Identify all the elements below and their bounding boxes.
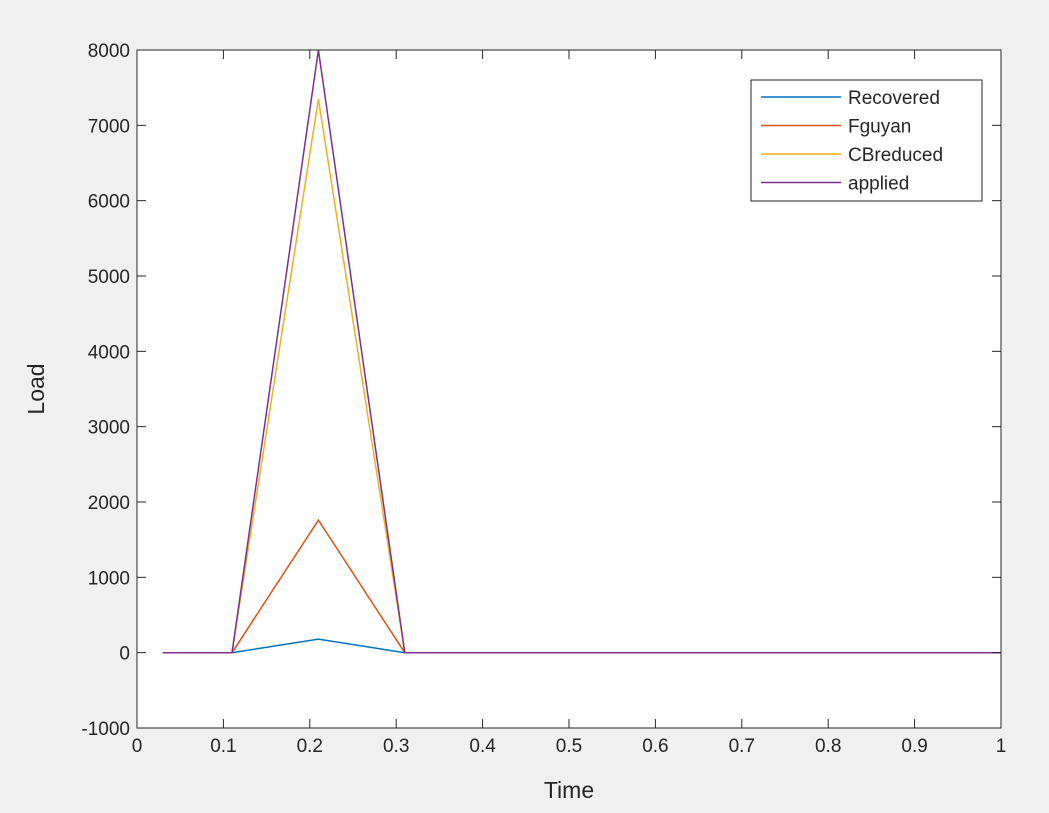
x-tick-label: 0.4 (469, 736, 496, 757)
x-tick-label: 0.9 (901, 736, 927, 757)
y-tick-label: 8000 (88, 41, 130, 62)
x-axis: 0 0.1 0.2 0.3 0.4 0.5 0.6 0.7 0.8 0.9 1 (132, 50, 1007, 757)
legend-label-applied: applied (848, 174, 909, 195)
y-tick-label: 6000 (88, 192, 130, 213)
legend[interactable]: Recovered Fguyan CBreduced applied (750, 79, 983, 202)
y-tick-label: 1000 (88, 568, 130, 589)
y-tick-label: 4000 (88, 342, 130, 363)
legend-label-cbreduced: CBreduced (848, 145, 943, 166)
y-tick-label: 3000 (88, 418, 130, 439)
y-tick-label: -1000 (81, 719, 130, 740)
y-tick-label: 2000 (88, 493, 130, 514)
x-tick-label: 0.6 (642, 736, 668, 757)
legend-label-recovered: Recovered (848, 88, 940, 109)
x-tick-label: 0.7 (729, 736, 755, 757)
x-tick-label: 0 (132, 736, 143, 757)
x-tick-label: 0.5 (556, 736, 582, 757)
x-tick-label: 0.1 (210, 736, 236, 757)
legend-box (750, 79, 983, 202)
y-axis-label: Load (23, 363, 49, 414)
legend-label-fguyan: Fguyan (848, 117, 911, 138)
x-tick-label: 0.2 (297, 736, 323, 757)
y-tick-label: 7000 (88, 116, 130, 137)
y-tick-label: 5000 (88, 267, 130, 288)
x-tick-label: 0.3 (383, 736, 409, 757)
x-tick-label: 1 (996, 736, 1007, 757)
x-axis-label: Time (544, 777, 594, 803)
y-tick-label: 0 (119, 644, 130, 665)
y-axis: -1000 0 1000 2000 3000 4000 5000 6000 7000 8000 (81, 41, 1001, 740)
x-tick-label: 0.8 (815, 736, 841, 757)
legend-entries: Recovered Fguyan CBreduced applied (761, 88, 943, 195)
